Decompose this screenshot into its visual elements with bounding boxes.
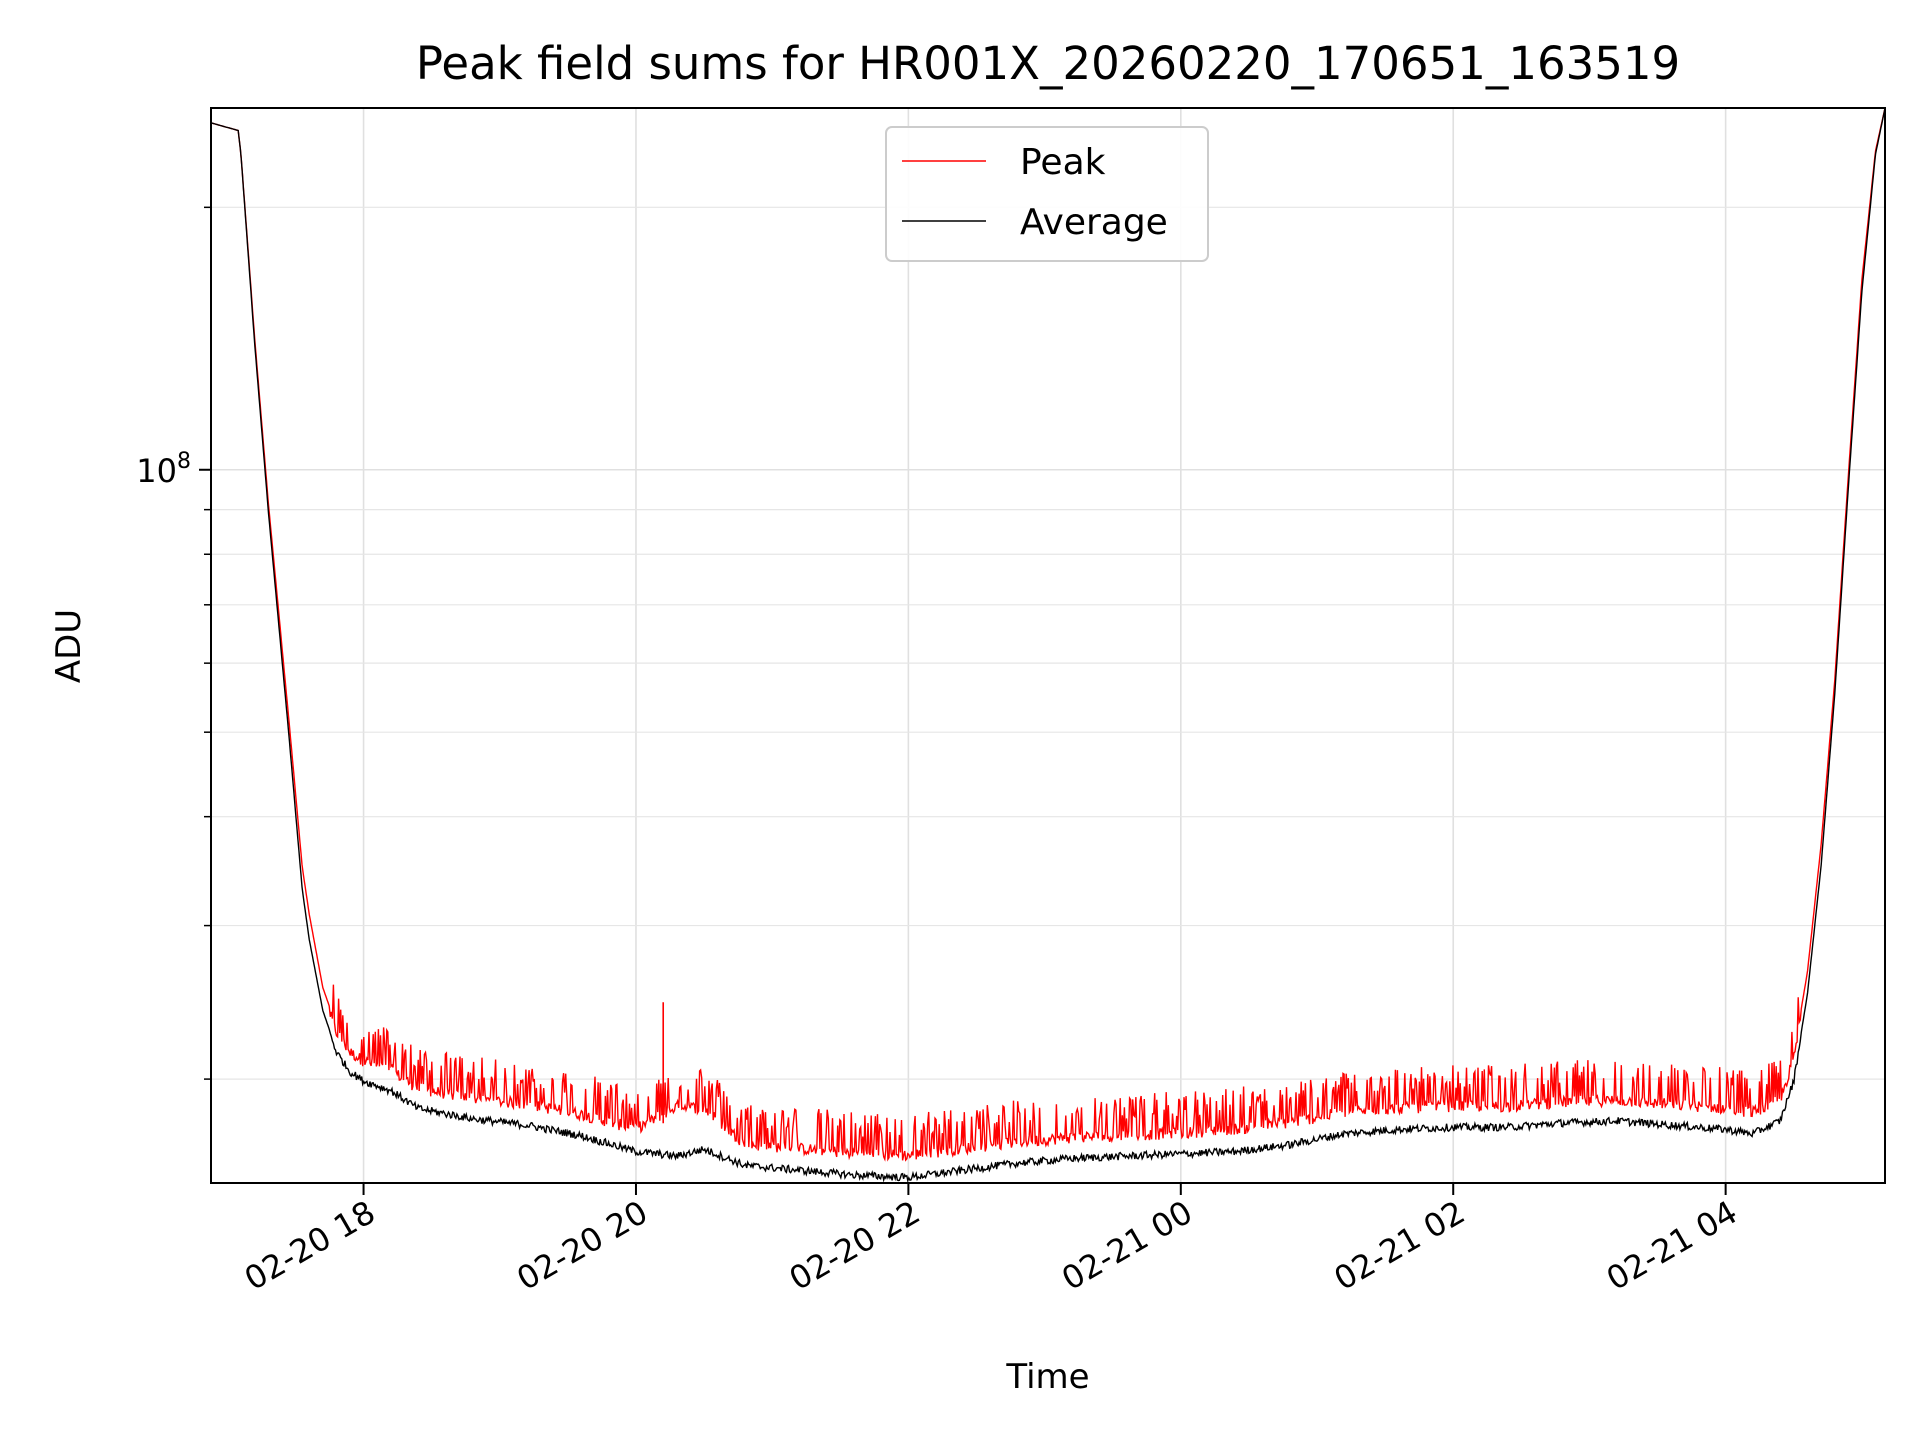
y-axis-label: ADU bbox=[49, 609, 89, 683]
x-axis-label: Time bbox=[1005, 1357, 1089, 1397]
legend: Peak Average bbox=[885, 126, 1209, 262]
plot-frame bbox=[210, 107, 1886, 1184]
chart-title: Peak field sums for HR001X_20260220_1706… bbox=[416, 37, 1680, 90]
legend-average-label: Average bbox=[1020, 202, 1168, 243]
legend-peak-label: Peak bbox=[1020, 142, 1106, 183]
series-layer bbox=[211, 108, 1885, 1183]
peak-series-line bbox=[211, 108, 1885, 1162]
y-tick-label: 108 bbox=[136, 449, 191, 490]
average-series-line bbox=[211, 108, 1885, 1183]
